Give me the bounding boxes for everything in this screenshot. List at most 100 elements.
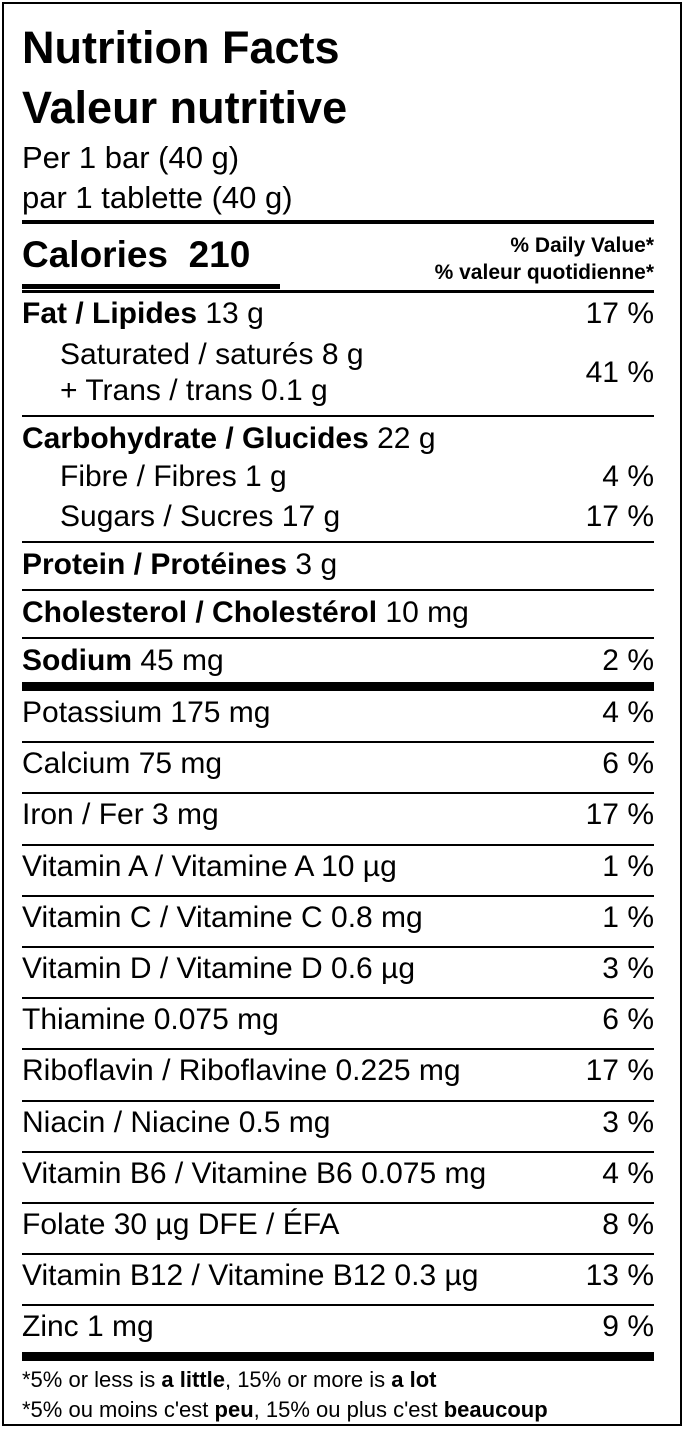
micronutrient-label: Vitamin B12 / Vitamine B12 0.3 µg — [22, 1259, 479, 1292]
sodium-row: Sodium 45 mg 2 % — [22, 644, 654, 678]
sodium-amount: 45 mg — [140, 644, 224, 677]
divider — [22, 946, 654, 948]
micronutrient-label: Niacin / Niacine 0.5 mg — [22, 1106, 331, 1139]
micronutrient-row: Folate 30 µg DFE / ÉFA 8 % — [22, 1208, 654, 1242]
fibre-dv: 4 % — [602, 460, 654, 493]
serving-size-english: Per 1 bar (40 g) — [22, 140, 240, 175]
divider — [22, 541, 654, 543]
saturated-label: Saturated / saturés — [60, 338, 314, 371]
micronutrient-row: Vitamin A / Vitamine A 10 µg 1 % — [22, 850, 654, 884]
micronutrient-row: Iron / Fer 3 mg 17 % — [22, 798, 654, 832]
calories-line: Calories 210 — [22, 234, 250, 276]
micronutrient-row: Thiamine 0.075 mg 6 % — [22, 1003, 654, 1037]
micronutrient-dv: 13 % — [585, 1259, 654, 1292]
saturated-row: Saturated / saturés 8 g — [22, 338, 654, 372]
saturated-amount: 8 g — [321, 338, 364, 371]
calories-value: 210 — [188, 234, 251, 275]
divider — [22, 895, 654, 897]
carbohydrate-label: Carbohydrate / Glucides — [22, 422, 369, 455]
micronutrient-dv: 1 % — [602, 850, 654, 883]
fat-dv: 17 % — [585, 297, 654, 330]
sodium-label: Sodium — [22, 644, 132, 677]
micronutrient-row: Potassium 175 mg 4 % — [22, 696, 654, 730]
fat-label: Fat / Lipides — [22, 297, 198, 330]
micronutrient-row: Zinc 1 mg 9 % — [22, 1310, 654, 1344]
divider-medium — [22, 290, 654, 293]
footnote-english-part: *5% or less is — [22, 1367, 162, 1392]
micronutrient-row: Niacin / Niacine 0.5 mg 3 % — [22, 1106, 654, 1140]
footnote-english-bold: a little — [161, 1367, 225, 1392]
divider-thick — [22, 682, 654, 691]
divider — [22, 844, 654, 846]
serving-size-french: par 1 tablette (40 g) — [22, 180, 293, 215]
micronutrient-label: Vitamin A / Vitamine A 10 µg — [22, 850, 397, 883]
carbohydrate-amount: 22 g — [377, 422, 436, 455]
divider — [22, 589, 654, 591]
divider — [22, 792, 654, 794]
micronutrient-label: Folate 30 µg DFE / ÉFA — [22, 1208, 340, 1241]
micronutrient-dv: 1 % — [602, 901, 654, 934]
protein-label: Protein / Protéines — [22, 548, 288, 581]
title-french: Valeur nutritive — [22, 82, 348, 133]
micronutrient-dv: 8 % — [602, 1208, 654, 1241]
fibre-label: Fibre / Fibres 1 g — [60, 460, 287, 493]
micronutrient-dv: 17 % — [585, 798, 654, 831]
micronutrient-label: Vitamin C / Vitamine C 0.8 mg — [22, 901, 423, 934]
micronutrient-dv: 6 % — [602, 747, 654, 780]
micronutrient-dv: 4 % — [602, 1157, 654, 1190]
footnote-french-bold: beaucoup — [443, 1397, 548, 1422]
sugars-label: Sugars / Sucres 17 g — [60, 500, 341, 533]
micronutrient-row: Vitamin B6 / Vitamine B6 0.075 mg 4 % — [22, 1157, 654, 1191]
sodium-dv: 2 % — [602, 644, 654, 677]
micronutrient-dv: 6 % — [602, 1003, 654, 1036]
divider — [22, 1253, 654, 1255]
micronutrient-label: Vitamin D / Vitamine D 0.6 µg — [22, 952, 416, 985]
micronutrient-label: Thiamine 0.075 mg — [22, 1003, 279, 1036]
calories-label: Calories — [22, 234, 169, 275]
sugars-dv: 17 % — [585, 500, 654, 533]
divider — [22, 997, 654, 999]
footnote-english-part: , 15% or more is — [224, 1367, 392, 1392]
micronutrient-label: Riboflavin / Riboflavine 0.225 mg — [22, 1054, 461, 1087]
divider-thick — [22, 220, 654, 224]
footnote-english-bold: a lot — [391, 1367, 437, 1392]
daily-value-header: % Daily Value* % valeur quotidienne* — [435, 232, 654, 286]
micronutrient-label: Calcium 75 mg — [22, 747, 223, 780]
fat-amount: 13 g — [205, 297, 264, 330]
daily-value-header-english: % Daily Value* — [510, 234, 654, 257]
saturated-trans-dv: 41 % — [585, 356, 654, 389]
footnote-french-bold: peu — [214, 1397, 254, 1422]
micronutrient-dv: 9 % — [602, 1310, 654, 1343]
daily-value-header-french: % valeur quotidienne* — [434, 261, 654, 284]
fibre-row: Fibre / Fibres 1 g 4 % — [22, 460, 654, 494]
divider — [22, 741, 654, 743]
carbohydrate-row: Carbohydrate / Glucides 22 g — [22, 422, 654, 456]
fat-row: Fat / Lipides 13 g 17 % — [22, 297, 654, 331]
micronutrient-row: Calcium 75 mg 6 % — [22, 747, 654, 781]
micronutrient-row: Vitamin C / Vitamine C 0.8 mg 1 % — [22, 901, 654, 935]
protein-amount: 3 g — [295, 548, 338, 581]
divider — [22, 637, 654, 639]
sugars-row: Sugars / Sucres 17 g 17 % — [22, 500, 654, 534]
protein-row: Protein / Protéines 3 g — [22, 548, 654, 582]
micronutrient-label: Iron / Fer 3 mg — [22, 798, 219, 831]
micronutrient-row: Vitamin D / Vitamine D 0.6 µg 3 % — [22, 952, 654, 986]
calories-underline — [22, 284, 280, 289]
saturated-trans-dv-row: 41 % — [586, 356, 654, 390]
micronutrient-dv: 17 % — [585, 1054, 654, 1087]
title-english: Nutrition Facts — [22, 22, 340, 73]
footnote-french: *5% ou moins c'est peu, 15% ou plus c'es… — [22, 1395, 548, 1425]
trans-amount: 0.1 g — [260, 374, 328, 407]
micronutrient-label: Zinc 1 mg — [22, 1310, 154, 1343]
micronutrient-dv: 3 % — [602, 1106, 654, 1139]
micronutrient-row: Riboflavin / Riboflavine 0.225 mg 17 % — [22, 1054, 654, 1088]
micronutrient-label: Vitamin B6 / Vitamine B6 0.075 mg — [22, 1157, 487, 1190]
cholesterol-label: Cholesterol / Cholestérol — [22, 596, 378, 629]
micronutrient-label: Potassium 175 mg — [22, 696, 271, 729]
divider — [22, 1202, 654, 1204]
cholesterol-row: Cholesterol / Cholestérol 10 mg — [22, 596, 654, 630]
micronutrient-dv: 3 % — [602, 952, 654, 985]
trans-row: + Trans / trans 0.1 g — [22, 374, 654, 408]
footnote-english: *5% or less is a little, 15% or more is … — [22, 1365, 436, 1395]
